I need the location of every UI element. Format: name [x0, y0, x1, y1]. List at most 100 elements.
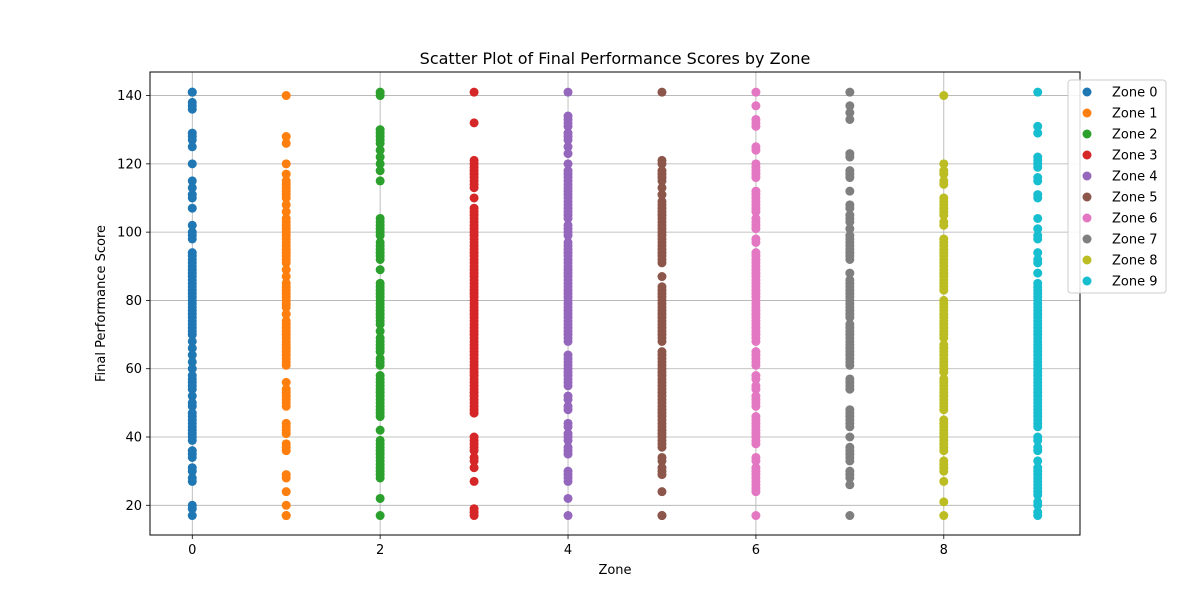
data-point	[751, 336, 761, 346]
data-point	[187, 364, 197, 374]
data-point	[281, 446, 291, 456]
data-point	[563, 511, 573, 521]
data-point	[1033, 193, 1043, 203]
data-point	[187, 142, 197, 152]
data-point	[751, 121, 761, 131]
data-point	[563, 149, 573, 159]
data-point	[469, 456, 479, 466]
series-zone-3	[469, 87, 479, 521]
data-point	[563, 213, 573, 223]
data-point	[657, 190, 667, 200]
data-point	[939, 285, 949, 295]
data-point	[1033, 435, 1043, 445]
data-point	[187, 511, 197, 521]
data-point	[187, 476, 197, 486]
data-point	[939, 476, 949, 486]
data-point	[281, 272, 291, 282]
legend-marker	[1082, 213, 1092, 223]
legend-frame	[1067, 79, 1167, 294]
data-point	[281, 511, 291, 521]
series-zone-5	[657, 87, 667, 521]
series-zone-9	[1033, 87, 1043, 521]
data-point	[845, 152, 855, 162]
data-point	[375, 412, 385, 422]
data-point	[187, 176, 197, 186]
data-point	[845, 108, 855, 118]
data-point	[845, 173, 855, 183]
data-point	[563, 435, 573, 445]
data-point	[1033, 248, 1043, 258]
data-point	[939, 466, 949, 476]
legend-label: Zone 5	[1112, 191, 1158, 206]
plot-frame	[149, 71, 1081, 536]
data-point	[751, 87, 761, 97]
data-point	[939, 159, 949, 169]
data-point	[657, 258, 667, 268]
data-point	[751, 237, 761, 247]
data-point	[657, 159, 667, 169]
data-point	[281, 360, 291, 370]
chart-title: Scatter Plot of Final Performance Scores…	[420, 49, 811, 68]
data-point	[751, 384, 761, 394]
data-point	[845, 114, 855, 124]
data-point	[187, 183, 197, 193]
series-zone-4	[563, 87, 573, 521]
data-point	[563, 231, 573, 241]
data-point	[281, 473, 291, 483]
data-point	[187, 104, 197, 114]
legend-label: Zone 7	[1112, 233, 1158, 248]
data-point	[375, 473, 385, 483]
x-tick-label: 8	[940, 543, 948, 558]
legend-marker	[1082, 192, 1092, 202]
data-point	[469, 193, 479, 203]
data-point	[187, 435, 197, 445]
data-point	[187, 234, 197, 244]
data-point	[375, 265, 385, 275]
data-point	[563, 87, 573, 97]
data-point	[751, 101, 761, 111]
data-point	[845, 511, 855, 521]
data-point	[563, 142, 573, 152]
data-point	[563, 405, 573, 415]
data-point	[187, 466, 197, 476]
legend-label: Zone 6	[1112, 212, 1158, 227]
data-point	[281, 377, 291, 387]
data-point	[939, 210, 949, 220]
data-point	[751, 439, 761, 449]
data-point	[1033, 128, 1043, 138]
data-point	[751, 145, 761, 155]
data-point	[563, 381, 573, 391]
data-point	[375, 91, 385, 101]
data-point	[845, 360, 855, 370]
legend-label: Zone 3	[1112, 149, 1158, 164]
legend-marker	[1082, 255, 1092, 265]
data-point	[187, 343, 197, 353]
data-point	[751, 173, 761, 183]
data-point	[939, 179, 949, 189]
data-point	[281, 207, 291, 217]
data-point	[751, 224, 761, 234]
data-point	[939, 333, 949, 343]
data-point	[657, 87, 667, 97]
data-point	[1033, 422, 1043, 432]
data-point	[845, 480, 855, 490]
data-point	[281, 258, 291, 268]
series-zone-1	[281, 91, 291, 521]
legend-label: Zone 9	[1112, 275, 1158, 290]
data-point	[563, 135, 573, 145]
data-point	[939, 497, 949, 507]
data-point	[375, 145, 385, 155]
data-point	[563, 422, 573, 432]
data-point	[187, 193, 197, 203]
data-point	[187, 159, 197, 169]
data-point	[751, 207, 761, 217]
data-point	[187, 135, 197, 145]
x-axis-label: Zone	[598, 563, 631, 578]
data-point	[375, 166, 385, 176]
data-point	[281, 132, 291, 142]
data-point	[187, 330, 197, 340]
data-point	[469, 463, 479, 473]
data-point	[845, 224, 855, 234]
data-point	[375, 138, 385, 148]
